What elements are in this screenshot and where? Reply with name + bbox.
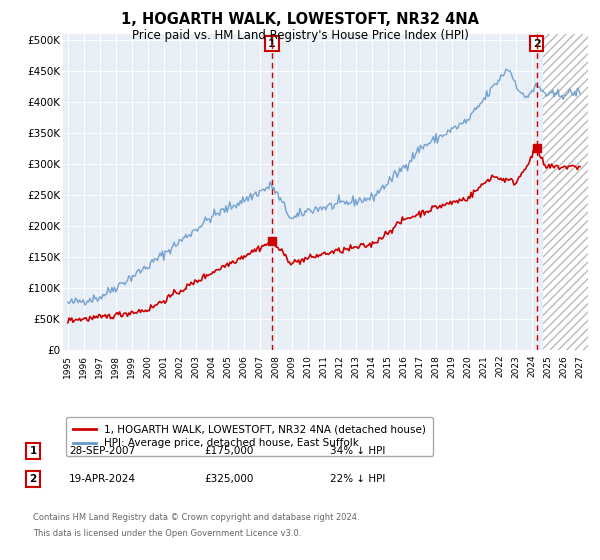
Text: 1: 1	[268, 39, 276, 49]
Text: 19-APR-2024: 19-APR-2024	[69, 474, 136, 484]
Text: 1, HOGARTH WALK, LOWESTOFT, NR32 4NA: 1, HOGARTH WALK, LOWESTOFT, NR32 4NA	[121, 12, 479, 27]
Text: 34% ↓ HPI: 34% ↓ HPI	[330, 446, 385, 456]
Text: Contains HM Land Registry data © Crown copyright and database right 2024.: Contains HM Land Registry data © Crown c…	[33, 514, 359, 522]
Legend: 1, HOGARTH WALK, LOWESTOFT, NR32 4NA (detached house), HPI: Average price, detac: 1, HOGARTH WALK, LOWESTOFT, NR32 4NA (de…	[65, 417, 433, 456]
Text: This data is licensed under the Open Government Licence v3.0.: This data is licensed under the Open Gov…	[33, 529, 301, 538]
Text: £175,000: £175,000	[204, 446, 253, 456]
Text: 28-SEP-2007: 28-SEP-2007	[69, 446, 135, 456]
Text: 2: 2	[533, 39, 541, 49]
Bar	[543, 34, 596, 350]
Text: Price paid vs. HM Land Registry's House Price Index (HPI): Price paid vs. HM Land Registry's House …	[131, 29, 469, 42]
Text: 1: 1	[29, 446, 37, 456]
Bar	[543, 34, 596, 350]
Text: 22% ↓ HPI: 22% ↓ HPI	[330, 474, 385, 484]
Text: 2: 2	[29, 474, 37, 484]
Text: £325,000: £325,000	[204, 474, 253, 484]
